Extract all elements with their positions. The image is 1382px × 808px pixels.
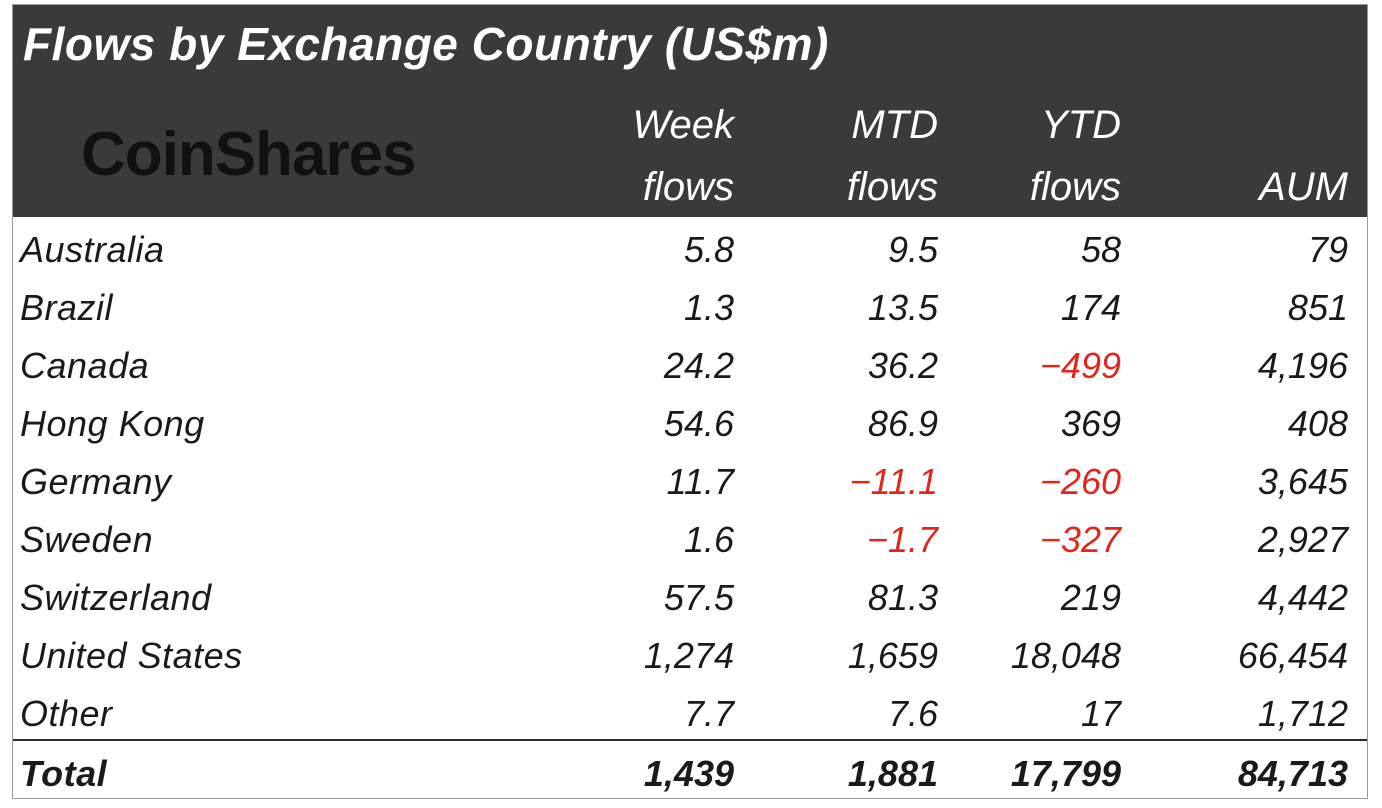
aum-cell: 408 (1287, 403, 1348, 444)
ytd-cell: 58 (1080, 229, 1121, 270)
aum-cell: 2,927 (1257, 519, 1348, 560)
ytd-cell: 18,048 (1010, 635, 1121, 676)
mtd-cell: 1,659 (847, 635, 938, 676)
country-cell: Australia (20, 229, 165, 270)
aum-cell: 3,645 (1257, 461, 1348, 502)
ytd-cell: −499 (1039, 345, 1121, 386)
ytd-cell: 369 (1060, 403, 1121, 444)
aum-cell: 79 (1307, 229, 1348, 270)
total-label: Total (20, 753, 108, 794)
mtd-cell: 81.3 (867, 577, 938, 618)
table-row: Hong Kong 54.6 86.9 369 408 (13, 395, 1367, 453)
table-row: Brazil 1.3 13.5 174 851 (13, 279, 1367, 337)
week-cell: 24.2 (663, 345, 734, 386)
col-week-line2: flows (642, 165, 734, 209)
mtd-cell: 7.6 (887, 693, 938, 734)
aum-cell: 1,712 (1257, 693, 1348, 734)
ytd-cell: −327 (1039, 519, 1121, 560)
week-cell: 7.7 (683, 693, 734, 734)
week-cell: 11.7 (666, 461, 734, 502)
country-cell: Sweden (20, 519, 154, 560)
coinshares-logo: CoinShares (81, 120, 417, 189)
total-ytd-cell: 17,799 (1010, 753, 1121, 794)
mtd-cell: 13.5 (867, 287, 938, 328)
total-mtd-cell: 1,881 (847, 753, 938, 794)
country-cell: Brazil (20, 287, 114, 328)
total-divider (13, 739, 1367, 741)
country-cell: United States (20, 635, 243, 676)
country-cell: Hong Kong (20, 403, 205, 444)
mtd-cell: 9.5 (887, 229, 938, 270)
total-week-cell: 1,439 (643, 753, 734, 794)
country-cell: Canada (20, 345, 150, 386)
week-cell: 5.8 (683, 229, 734, 270)
mtd-cell: −11.1 (849, 461, 938, 502)
country-cell: Germany (20, 461, 172, 502)
table-row: Australia 5.8 9.5 58 79 (13, 221, 1367, 279)
week-cell: 1.3 (683, 287, 734, 328)
chart-title: Flows by Exchange Country (US$m) (23, 18, 829, 70)
aum-cell: 851 (1287, 287, 1348, 328)
table-row: Sweden 1.6 −1.7 −327 2,927 (13, 511, 1367, 569)
ytd-cell: 219 (1060, 577, 1121, 618)
week-cell: 57.5 (663, 577, 734, 618)
col-mtd-line2: flows (846, 165, 938, 209)
table-row: United States 1,274 1,659 18,048 66,454 (13, 627, 1367, 685)
ytd-cell: 174 (1060, 287, 1121, 328)
ytd-cell: 17 (1080, 693, 1121, 734)
country-cell: Switzerland (20, 577, 212, 618)
total-aum-cell: 84,713 (1237, 753, 1348, 794)
table-row: Switzerland 57.5 81.3 219 4,442 (13, 569, 1367, 627)
mtd-cell: −1.7 (866, 519, 938, 560)
week-cell: 1,274 (643, 635, 734, 676)
aum-cell: 4,442 (1257, 577, 1348, 618)
table-header: Flows by Exchange Country (US$m) CoinSha… (13, 5, 1367, 217)
ytd-cell: −260 (1039, 461, 1121, 502)
flows-table: Flows by Exchange Country (US$m) CoinSha… (12, 4, 1368, 799)
aum-cell: 66,454 (1237, 635, 1348, 676)
col-mtd-line1: MTD (851, 103, 938, 147)
aum-cell: 4,196 (1257, 345, 1348, 386)
table-row: Germany 11.7 −11.1 −260 3,645 (13, 453, 1367, 511)
mtd-cell: 36.2 (867, 345, 938, 386)
table-row: Canada 24.2 36.2 −499 4,196 (13, 337, 1367, 395)
week-cell: 54.6 (663, 403, 734, 444)
total-row: Total 1,439 1,881 17,799 84,713 (13, 745, 1367, 803)
col-week-line1: Week (632, 103, 734, 147)
mtd-cell: 86.9 (867, 403, 938, 444)
col-ytd-line2: flows (1029, 165, 1121, 209)
col-aum: AUM (1259, 165, 1348, 209)
col-ytd-line1: YTD (1041, 103, 1121, 147)
table-row: Other 7.7 7.6 17 1,712 (13, 685, 1367, 743)
country-cell: Other (20, 693, 113, 734)
week-cell: 1.6 (683, 519, 734, 560)
